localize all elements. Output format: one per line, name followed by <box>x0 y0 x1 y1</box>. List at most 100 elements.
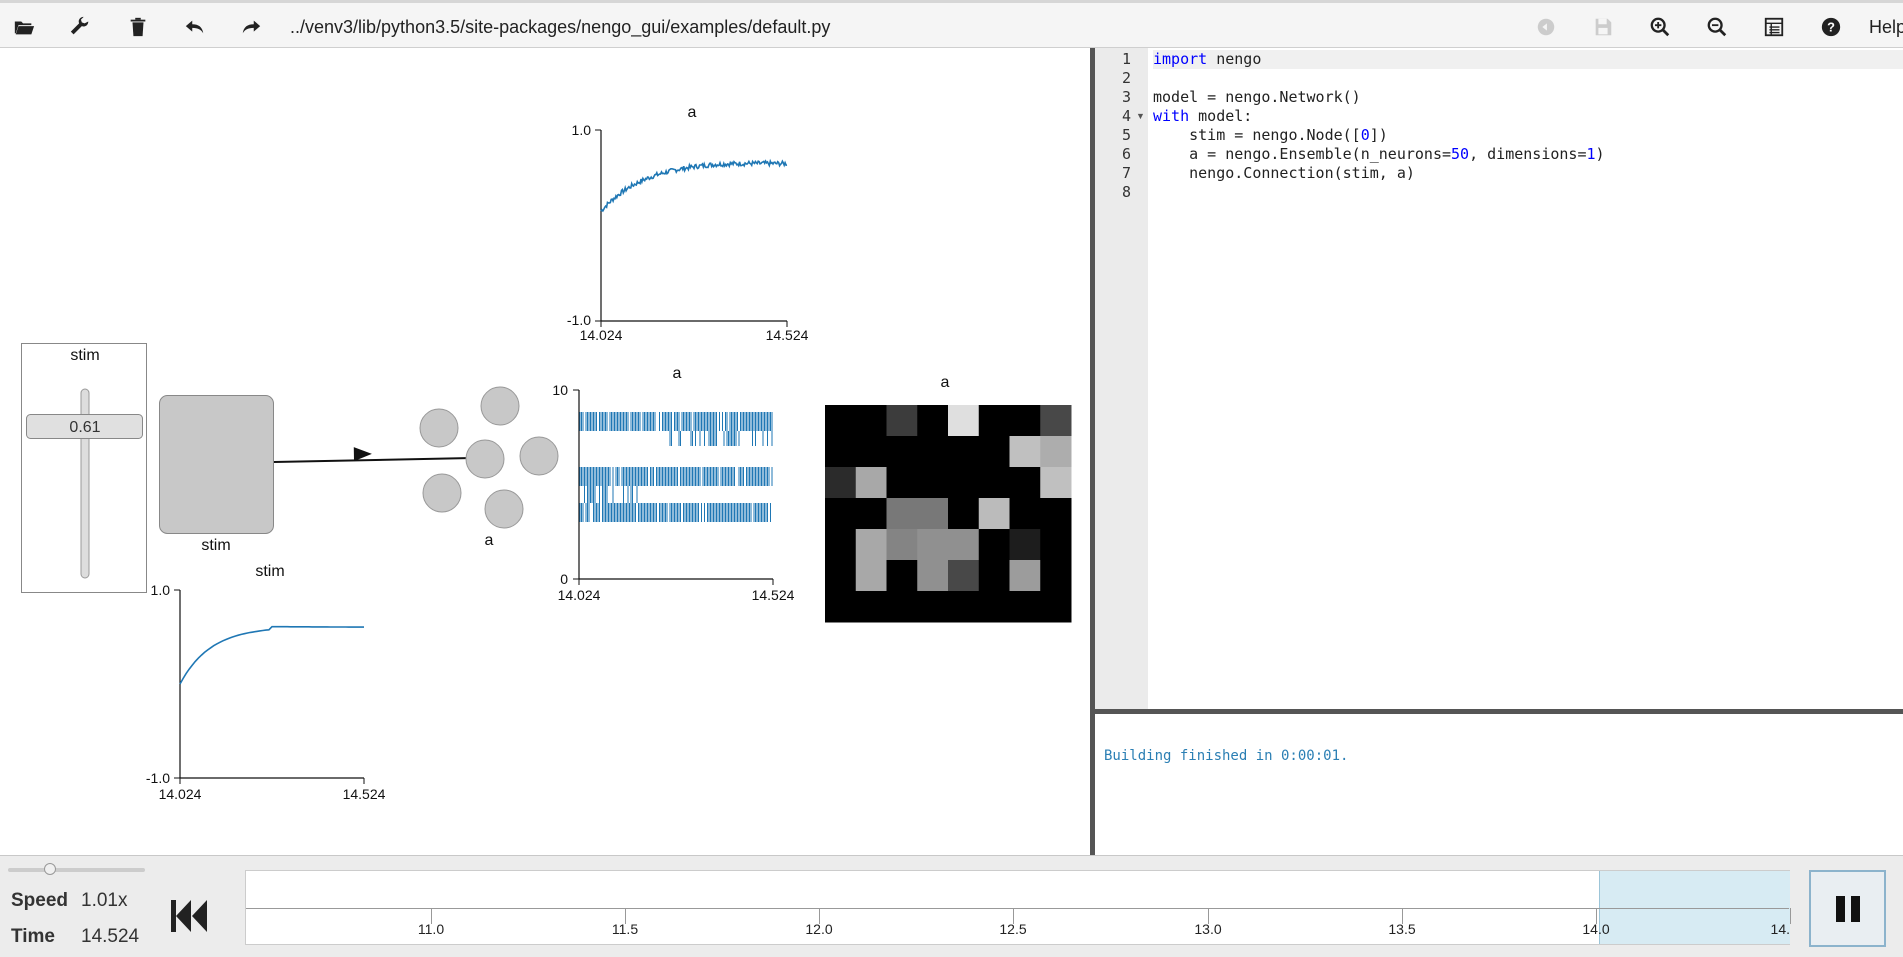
stim-plot-ymin: -1.0 <box>146 770 170 786</box>
code-line[interactable]: nengo.Connection(stim, a) <box>1153 164 1415 183</box>
slider-value: 0.61 <box>69 419 100 436</box>
value-plot-xmin: 14.024 <box>580 327 623 343</box>
value-plot-trace <box>600 158 788 213</box>
timeline-tick <box>431 908 432 924</box>
voltage-cell <box>1009 498 1041 530</box>
voltage-cell <box>825 529 857 561</box>
code-line[interactable]: with model: <box>1153 107 1252 126</box>
value-plot-stim[interactable]: stim 1.0 -1.0 14.024 14.524 <box>146 563 386 802</box>
stim-plot-ymax: 1.0 <box>151 582 171 598</box>
stim-plot-xmax: 14.524 <box>343 786 386 802</box>
node-stim[interactable]: stim <box>159 395 274 555</box>
voltage-cell <box>1040 591 1072 623</box>
voltage-cell <box>886 591 918 623</box>
save-icon[interactable] <box>1589 13 1617 41</box>
horizontal-splitter[interactable] <box>1095 709 1903 714</box>
timeline-tick-label: 11.5 <box>611 921 639 937</box>
speed-slider[interactable] <box>8 863 145 875</box>
pause-button[interactable] <box>1809 870 1886 947</box>
code-line[interactable]: model = nengo.Network() <box>1153 88 1361 107</box>
value-plot-a[interactable]: a 1.0 -1.0 14.024 14.524 <box>567 104 809 343</box>
ensemble-label: a <box>485 532 494 549</box>
zoom-in-icon[interactable] <box>1646 13 1674 41</box>
timeline-tick-label: 14. <box>1770 921 1790 937</box>
help-icon[interactable]: ? <box>1817 13 1845 41</box>
voltage-cell <box>978 560 1010 592</box>
stim-plot-trace <box>179 625 364 685</box>
voltage-cell <box>917 591 949 623</box>
voltage-cell <box>948 591 980 623</box>
voltage-cell <box>948 498 980 530</box>
timeline[interactable]: 11.0 11.5 12.0 12.5 13.0 13.5 14.0 14. <box>245 870 1791 945</box>
voltage-cell <box>855 467 887 499</box>
voltage-cell <box>948 529 980 561</box>
fold-arrow-icon[interactable]: ▼ <box>1136 111 1145 121</box>
help-link[interactable]: Help <box>1869 17 1903 37</box>
redo-icon[interactable] <box>237 13 265 41</box>
connection-stim-to-a[interactable] <box>273 447 473 463</box>
spike-plot-a[interactable]: a 10 0 14.024 14.524 <box>552 365 794 603</box>
code-token: with <box>1153 107 1190 125</box>
voltage-cell <box>978 529 1010 561</box>
voltage-cell <box>855 529 887 561</box>
code-line[interactable]: import nengo <box>1153 50 1903 69</box>
line-number: 5 <box>1121 126 1131 144</box>
voltage-cell <box>825 436 857 468</box>
vertical-splitter[interactable] <box>1090 48 1095 855</box>
voltage-cell <box>917 405 949 437</box>
voltage-cell <box>948 467 980 499</box>
voltage-grid-a[interactable]: a <box>825 374 1072 623</box>
code-editor[interactable]: 1 2 3 4 5 6 7 8 ▼ import nengo model = nengo.Netw… <box>1095 48 1903 709</box>
voltage-cell <box>978 467 1010 499</box>
code-token: 1 <box>1586 145 1596 163</box>
voltage-cell <box>855 498 887 530</box>
code-token: import <box>1153 50 1208 68</box>
open-folder-icon[interactable] <box>10 13 38 41</box>
voltage-cell <box>855 405 887 437</box>
wrench-icon[interactable] <box>66 13 94 41</box>
code-token: ) <box>1595 145 1605 163</box>
timeline-tick <box>1402 908 1403 924</box>
timeline-tick-label: 12.0 <box>805 921 833 937</box>
undo-icon[interactable] <box>181 13 209 41</box>
voltage-cell <box>1040 405 1072 437</box>
voltage-cell <box>917 467 949 499</box>
voltage-cell <box>825 405 857 437</box>
line-number: 2 <box>1121 69 1131 87</box>
line-number: 4 <box>1121 107 1131 125</box>
slider-stim[interactable]: stim 0.61 <box>21 343 147 593</box>
ensemble-a[interactable]: a <box>419 386 559 549</box>
network-canvas[interactable]: a 1.0 -1.0 14.024 14.524 stim 0.61 stim <box>0 48 1090 855</box>
spike-raster <box>579 412 773 522</box>
timeline-window[interactable] <box>1599 871 1790 944</box>
voltage-cell <box>886 467 918 499</box>
timeline-tick-label: 13.0 <box>1194 921 1222 937</box>
speed-slider-handle[interactable] <box>44 863 56 875</box>
voltage-cell <box>886 529 918 561</box>
voltage-cell <box>886 560 918 592</box>
file-path: ../venv3/lib/python3.5/site-packages/nen… <box>290 17 831 37</box>
voltage-cell <box>855 591 887 623</box>
code-line[interactable]: a = nengo.Ensemble(n_neurons=50, dimensi… <box>1153 145 1605 164</box>
speed-value: 1.01x <box>81 890 128 911</box>
code-line[interactable]: stim = nengo.Node([0]) <box>1153 126 1388 145</box>
trash-icon[interactable] <box>124 13 152 41</box>
voltage-cell <box>825 498 857 530</box>
timeline-tick <box>819 908 820 924</box>
editor-toggle-icon[interactable] <box>1760 13 1788 41</box>
voltage-cell <box>1009 529 1041 561</box>
value-plot-title: a <box>688 104 697 121</box>
voltage-cell <box>886 405 918 437</box>
code-token: , dimensions= <box>1469 145 1587 163</box>
sim-control: Speed 1.01x Time 14.524 11.0 11.5 12.0 12.5… <box>0 855 1903 957</box>
zoom-out-icon[interactable] <box>1703 13 1731 41</box>
reset-simulation-button[interactable] <box>167 894 211 938</box>
node-label: stim <box>201 537 230 554</box>
slider-handle[interactable] <box>26 414 143 439</box>
reset-icon[interactable] <box>1532 13 1560 41</box>
voltage-cell <box>855 560 887 592</box>
code-token: nengo.Connection(stim, a) <box>1153 164 1415 182</box>
timeline-tick-label: 12.5 <box>999 921 1027 937</box>
voltage-cell <box>1040 467 1072 499</box>
voltage-cell <box>825 560 857 592</box>
